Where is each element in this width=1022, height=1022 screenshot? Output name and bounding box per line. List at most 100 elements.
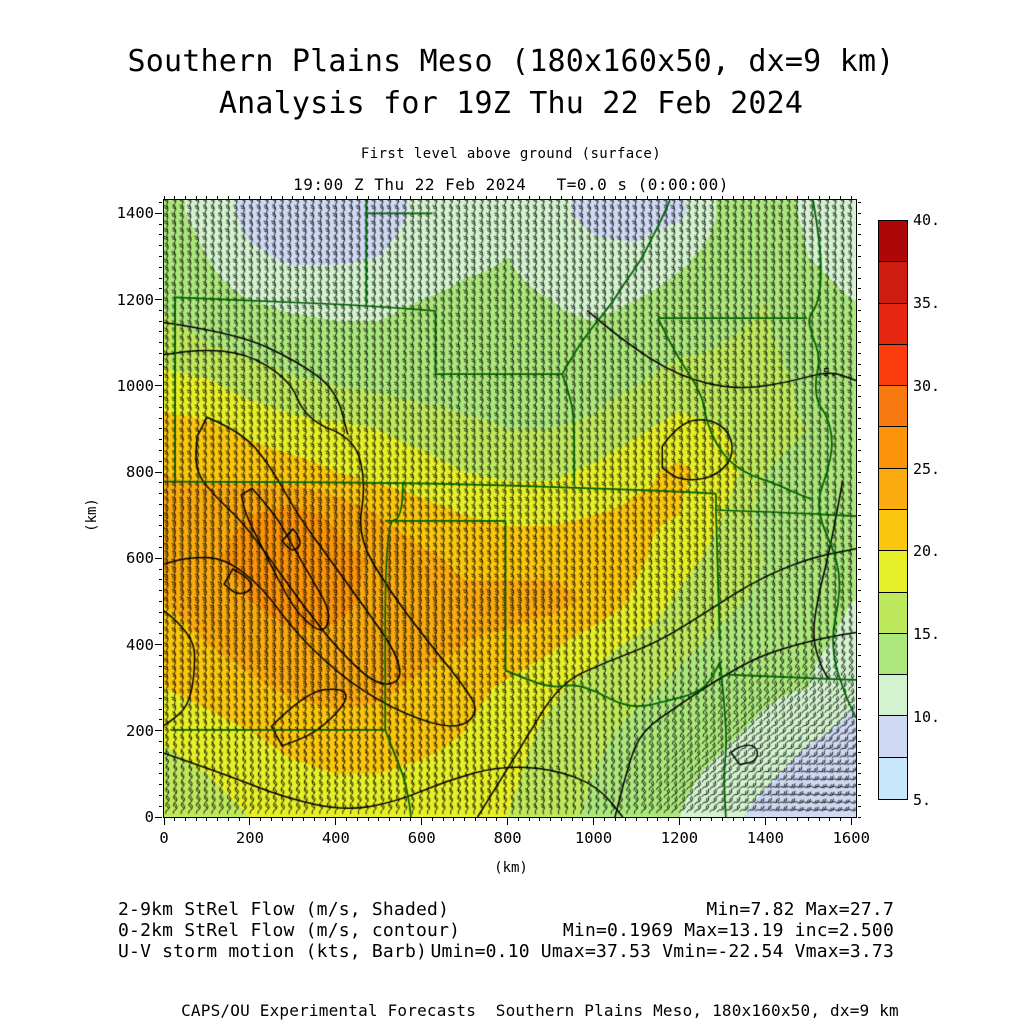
- y-minor-tick: [159, 525, 162, 527]
- y-minor-tick-right: [858, 568, 861, 570]
- x-minor-tick-top: [303, 196, 305, 199]
- y-minor-tick-right: [858, 503, 861, 505]
- y-minor-tick-right: [858, 751, 861, 753]
- colorbar-label: 25.: [913, 459, 941, 478]
- colorbar-segment: [879, 468, 907, 510]
- x-minor-tick: [840, 818, 842, 821]
- y-minor-tick-right: [858, 331, 861, 333]
- x-minor-tick: [453, 818, 455, 821]
- x-minor-tick-top: [249, 196, 251, 199]
- y-minor-tick: [159, 309, 162, 311]
- x-minor-tick: [786, 818, 788, 821]
- y-major-tick: [155, 212, 162, 214]
- y-minor-tick: [159, 622, 162, 624]
- y-minor-tick-right: [858, 428, 861, 430]
- x-minor-tick: [743, 818, 745, 821]
- y-minor-tick: [159, 234, 162, 236]
- x-minor-tick: [431, 818, 433, 821]
- y-minor-tick-right: [858, 202, 861, 204]
- x-minor-tick-top: [775, 196, 777, 199]
- y-minor-tick-right: [858, 406, 861, 408]
- x-tick-label: 600: [407, 829, 436, 847]
- y-minor-tick-right: [858, 816, 861, 818]
- y-minor-tick-right: [858, 299, 861, 301]
- x-minor-tick-top: [625, 196, 627, 199]
- x-minor-tick-top: [689, 196, 691, 199]
- y-minor-tick: [159, 266, 162, 268]
- y-minor-tick-right: [858, 277, 861, 279]
- y-minor-tick: [159, 277, 162, 279]
- y-minor-tick: [159, 255, 162, 257]
- x-major-tick: [850, 818, 852, 825]
- x-minor-tick-top: [646, 196, 648, 199]
- y-minor-tick-right: [858, 309, 861, 311]
- x-minor-tick-top: [829, 196, 831, 199]
- x-minor-tick-top: [389, 196, 390, 199]
- y-minor-tick-right: [858, 730, 861, 732]
- x-minor-tick-top: [711, 196, 713, 199]
- x-minor-tick: [550, 818, 552, 821]
- y-minor-tick: [159, 374, 162, 376]
- x-minor-tick-top: [818, 196, 820, 199]
- x-minor-tick-top: [421, 196, 423, 199]
- y-minor-tick: [159, 450, 162, 451]
- y-minor-tick: [159, 503, 162, 505]
- y-minor-tick-right: [858, 255, 861, 257]
- legend-row-contour: 0-2km StRel Flow (m/s, contour) Min=0.19…: [118, 920, 894, 941]
- y-major-tick: [155, 816, 162, 818]
- x-minor-tick: [281, 818, 283, 821]
- x-minor-tick-top: [550, 196, 552, 199]
- y-tick-label: 200: [126, 721, 154, 740]
- y-minor-tick: [159, 417, 162, 419]
- x-minor-tick: [614, 818, 616, 821]
- x-minor-tick-top: [227, 196, 229, 199]
- x-minor-tick-top: [270, 196, 272, 199]
- x-minor-tick-top: [754, 196, 756, 199]
- y-minor-tick: [159, 547, 162, 549]
- y-minor-tick: [159, 493, 162, 495]
- x-major-tick: [507, 818, 509, 825]
- y-minor-tick-right: [858, 514, 861, 516]
- x-minor-tick-top: [378, 196, 380, 199]
- y-minor-tick: [159, 482, 162, 484]
- x-minor-tick-top: [507, 196, 509, 199]
- colorbar-segment: [879, 262, 907, 304]
- colorbar-segment: [879, 221, 907, 263]
- y-minor-tick: [159, 514, 162, 516]
- y-minor-tick: [159, 611, 162, 613]
- x-minor-tick: [657, 818, 659, 821]
- colorbar-segment: [879, 633, 907, 676]
- legend-contour-label: 0-2km StRel Flow (m/s, contour): [118, 920, 461, 941]
- y-major-tick: [155, 299, 162, 301]
- y-minor-tick-right: [858, 288, 861, 290]
- x-minor-tick: [270, 818, 272, 821]
- x-minor-tick: [367, 818, 369, 821]
- x-minor-tick: [829, 818, 831, 821]
- x-minor-tick-top: [840, 196, 842, 199]
- x-minor-tick-top: [485, 196, 487, 199]
- x-minor-tick-top: [797, 196, 799, 199]
- x-minor-tick: [646, 818, 648, 821]
- x-tick-label: 1200: [660, 829, 699, 847]
- x-minor-tick-top: [367, 196, 369, 199]
- y-minor-tick: [159, 202, 162, 204]
- y-minor-tick-right: [858, 590, 861, 592]
- x-tick-label: 0: [159, 829, 169, 847]
- colorbar-segment: [879, 509, 907, 552]
- x-minor-tick: [775, 818, 777, 821]
- colorbar-label: 35.: [913, 293, 941, 312]
- y-minor-tick: [159, 568, 162, 570]
- x-minor-tick-top: [238, 196, 240, 199]
- x-minor-tick-top: [614, 196, 616, 199]
- x-minor-tick-top: [453, 196, 455, 199]
- y-minor-tick: [159, 762, 162, 764]
- y-minor-tick-right: [858, 482, 861, 484]
- y-minor-tick-right: [858, 234, 861, 236]
- legend-barb-minmax: Umin=0.10 Umax=37.53 Vmin=-22.54 Vmax=3.…: [430, 941, 894, 962]
- x-minor-tick-top: [732, 196, 734, 199]
- x-minor-tick-top: [174, 196, 176, 199]
- y-minor-tick-right: [858, 417, 861, 419]
- y-minor-tick-right: [858, 633, 861, 635]
- y-minor-tick: [159, 460, 162, 462]
- y-minor-tick-right: [858, 665, 861, 667]
